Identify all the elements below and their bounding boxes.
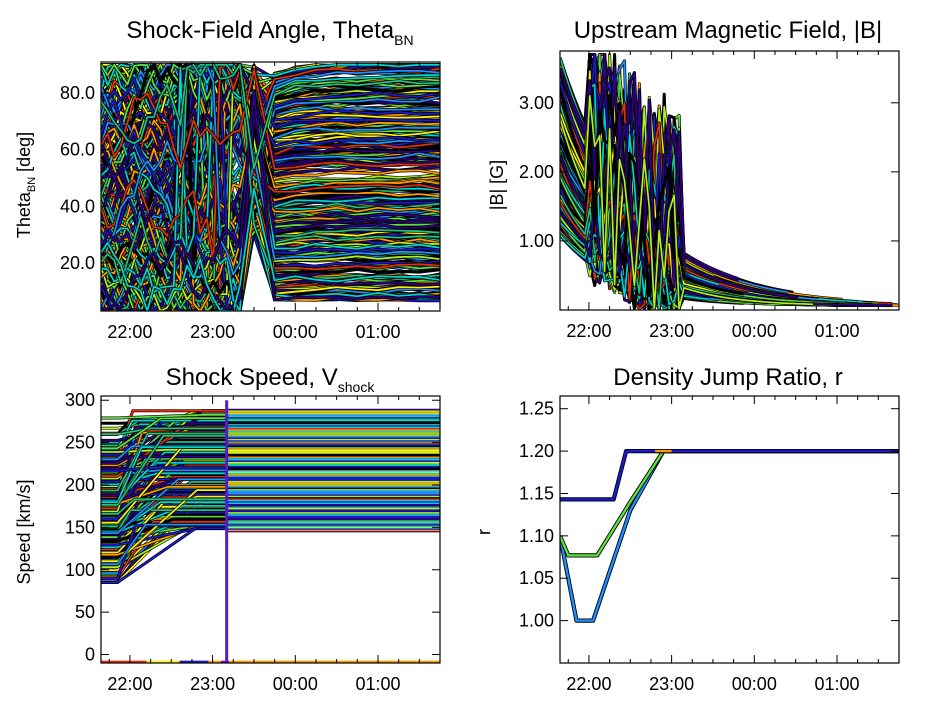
title-magnetic-field: Upstream Magnetic Field, |B| xyxy=(574,17,883,44)
x-tick-label: 23:00 xyxy=(649,321,694,341)
x-tick-label: 00:00 xyxy=(732,321,777,341)
density-series-outline xyxy=(560,449,899,558)
y-tick-label: 20.0 xyxy=(60,253,95,273)
density-series-line xyxy=(560,449,899,501)
y-tick-label: 200 xyxy=(65,475,95,495)
y-tick-label: 1.05 xyxy=(519,568,554,588)
x-tick-label: 01:00 xyxy=(355,322,400,342)
plot-frame-theta-bn xyxy=(100,61,441,312)
theta-series-line xyxy=(101,66,440,227)
field-series-line xyxy=(560,94,814,310)
y-tick-label: 2.00 xyxy=(519,162,554,182)
theta-series-line xyxy=(101,69,440,170)
ylabel-shock-speed: Speed [km/s] xyxy=(14,479,34,584)
y-tick-label: 100 xyxy=(65,560,95,580)
series-group-density xyxy=(560,449,899,623)
y-tick-label: 60.0 xyxy=(60,140,95,160)
y-tick-label: 150 xyxy=(65,517,95,537)
x-tick-label: 22:00 xyxy=(566,674,611,694)
x-tick-label: 00:00 xyxy=(273,322,318,342)
x-tick-label: 22:00 xyxy=(107,322,152,342)
title-density-ratio: Density Jump Ratio, r xyxy=(613,364,842,391)
theta-series-line xyxy=(101,111,440,311)
density-series-line xyxy=(560,449,899,557)
x-tick-label: 01:00 xyxy=(814,321,859,341)
theta-series-line xyxy=(101,113,440,311)
ylabel-theta-bn: ThetaBN [deg] xyxy=(14,132,38,238)
theta-series-line xyxy=(101,95,440,210)
x-tick-label: 22:00 xyxy=(107,674,152,694)
field-series-line xyxy=(560,193,666,310)
x-tick-label: 00:00 xyxy=(273,674,318,694)
y-tick-label: 250 xyxy=(65,433,95,453)
x-tick-label: 01:00 xyxy=(355,674,400,694)
x-tick-label: 23:00 xyxy=(190,322,235,342)
y-tick-label: 80.0 xyxy=(60,83,95,103)
theta-series-line xyxy=(101,119,440,211)
y-tick-label: 0 xyxy=(85,645,95,665)
y-tick-label: 40.0 xyxy=(60,196,95,216)
title-theta-bn: Shock-Field Angle, ThetaBN xyxy=(126,17,413,48)
y-tick-label: 300 xyxy=(65,390,95,410)
x-tick-label: 22:00 xyxy=(566,321,611,341)
theta-series-line xyxy=(101,90,440,311)
y-tick-label: 1.00 xyxy=(519,231,554,251)
ylabel-magnetic-field: |B| [G] xyxy=(487,160,507,210)
x-tick-label: 00:00 xyxy=(732,674,777,694)
y-tick-label: 50 xyxy=(75,602,95,622)
y-tick-label: 1.25 xyxy=(519,399,554,419)
theta-series-line xyxy=(101,66,440,309)
plot-frame-shock-speed xyxy=(100,395,441,664)
density-series-outline xyxy=(560,449,899,502)
ylabel-density-ratio: r xyxy=(474,529,494,535)
y-tick-label: 1.00 xyxy=(519,611,554,631)
y-tick-label: 3.00 xyxy=(519,93,554,113)
panel-theta-bn: Shock-Field Angle, ThetaBN ThetaBN [deg]… xyxy=(14,17,441,342)
theta-series-line xyxy=(101,96,440,311)
panel-density-ratio: Density Jump Ratio, r r 22:00 23:00 00:00 0… xyxy=(474,364,900,694)
theta-series-line xyxy=(101,63,440,170)
plot-frame-density-ratio xyxy=(559,395,900,664)
panel-magnetic-field: Upstream Magnetic Field, |B| |B| [G] 22:… xyxy=(487,17,900,341)
y-tick-label: 1.10 xyxy=(519,526,554,546)
panel-shock-speed: Shock Speed, Vshock Speed [km/s] 22:00 23… xyxy=(14,364,441,694)
theta-series-line xyxy=(101,187,440,311)
x-tick-label: 23:00 xyxy=(649,674,694,694)
theta-series-line xyxy=(101,63,440,217)
theta-series-line xyxy=(101,63,440,295)
plot-frame-magnetic-field xyxy=(559,50,900,311)
theta-series-line xyxy=(101,63,440,284)
series-group-speed xyxy=(101,400,440,663)
theta-series-line xyxy=(101,63,440,180)
series-group-theta xyxy=(101,63,440,311)
theta-series-line xyxy=(101,64,440,264)
title-shock-speed: Shock Speed, Vshock xyxy=(166,364,376,395)
y-tick-label: 1.15 xyxy=(519,483,554,503)
series-group-field xyxy=(560,53,899,310)
x-tick-label: 23:00 xyxy=(190,674,235,694)
y-tick-label: 1.20 xyxy=(519,441,554,461)
x-tick-label: 01:00 xyxy=(814,674,859,694)
